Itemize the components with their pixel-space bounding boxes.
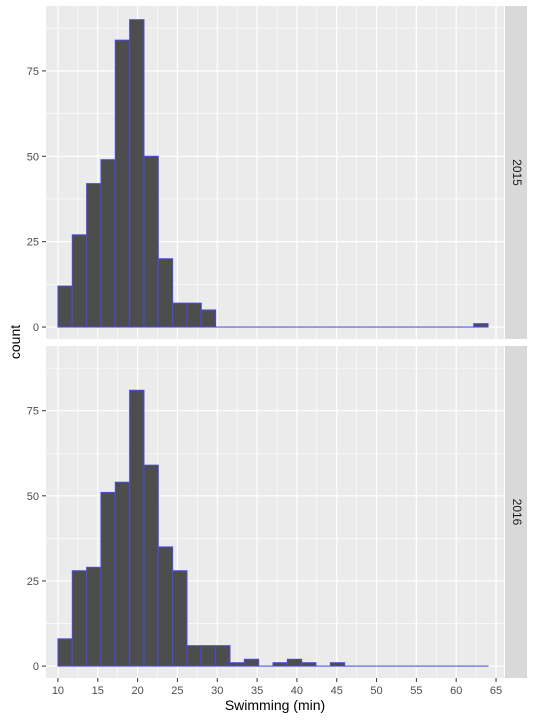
y-tick-label: 0 bbox=[33, 661, 39, 673]
y-tick-label: 25 bbox=[27, 237, 39, 249]
histogram-bar bbox=[58, 639, 72, 666]
histogram-bar bbox=[115, 482, 129, 666]
facet-label-2015: 2015 bbox=[510, 159, 524, 186]
histogram-bar bbox=[72, 571, 86, 666]
histogram-bar bbox=[130, 390, 144, 666]
x-tick-label: 40 bbox=[291, 685, 303, 697]
histogram-bar bbox=[101, 160, 115, 327]
y-tick-label: 25 bbox=[27, 576, 39, 588]
y-axis-title: count bbox=[7, 325, 23, 359]
facet-strip: 2015 bbox=[505, 6, 527, 339]
y-tick-label: 50 bbox=[27, 151, 39, 163]
histogram-bar bbox=[230, 663, 244, 666]
histogram-bar bbox=[302, 663, 316, 666]
histogram-bar bbox=[144, 156, 158, 327]
histogram-bar bbox=[58, 286, 72, 327]
histogram-bar bbox=[474, 324, 488, 327]
histogram-bar bbox=[72, 235, 86, 327]
histogram-bar bbox=[144, 465, 158, 666]
histogram-bar bbox=[115, 40, 129, 327]
histogram-bar bbox=[87, 567, 101, 666]
histogram-bar bbox=[330, 663, 344, 666]
x-tick-label: 20 bbox=[131, 685, 143, 697]
facet-strip: 2016 bbox=[505, 346, 527, 678]
histogram-bar bbox=[87, 184, 101, 327]
histogram-bar bbox=[244, 659, 258, 666]
x-tick-label: 15 bbox=[92, 685, 104, 697]
x-tick-label: 55 bbox=[410, 685, 422, 697]
x-tick-label: 25 bbox=[171, 685, 183, 697]
x-tick-label: 65 bbox=[490, 685, 502, 697]
histogram-bar bbox=[287, 659, 301, 666]
y-tick-label: 50 bbox=[27, 491, 39, 503]
histogram-bar bbox=[173, 303, 187, 327]
facet-panel-2016: 0 25 50 75 2016 bbox=[27, 346, 527, 678]
histogram-bar bbox=[216, 646, 230, 666]
x-tick-label: 30 bbox=[211, 685, 223, 697]
facet-panel-2015: 0 25 50 75 2015 bbox=[27, 6, 527, 339]
x-tick-label: 45 bbox=[331, 685, 343, 697]
histogram-bar bbox=[101, 492, 115, 666]
facet-label-2016: 2016 bbox=[510, 499, 524, 526]
x-tick-label: 60 bbox=[450, 685, 462, 697]
x-tick-label: 10 bbox=[52, 685, 64, 697]
histogram-bar bbox=[158, 547, 172, 666]
y-tick-label: 75 bbox=[27, 406, 39, 418]
histogram-bar bbox=[158, 259, 172, 327]
histogram-bar bbox=[173, 571, 187, 666]
x-axis-title: Swimming (min) bbox=[225, 697, 325, 713]
x-tick-label: 50 bbox=[370, 685, 382, 697]
histogram-bar bbox=[201, 310, 215, 327]
y-tick-label: 0 bbox=[33, 322, 39, 334]
histogram-bar bbox=[273, 663, 287, 666]
y-tick-label: 75 bbox=[27, 66, 39, 78]
histogram-bar bbox=[201, 646, 215, 666]
histogram-bar bbox=[187, 303, 201, 327]
histogram-bar bbox=[187, 646, 201, 666]
x-tick-label: 35 bbox=[251, 685, 263, 697]
histogram-bar bbox=[130, 20, 144, 327]
